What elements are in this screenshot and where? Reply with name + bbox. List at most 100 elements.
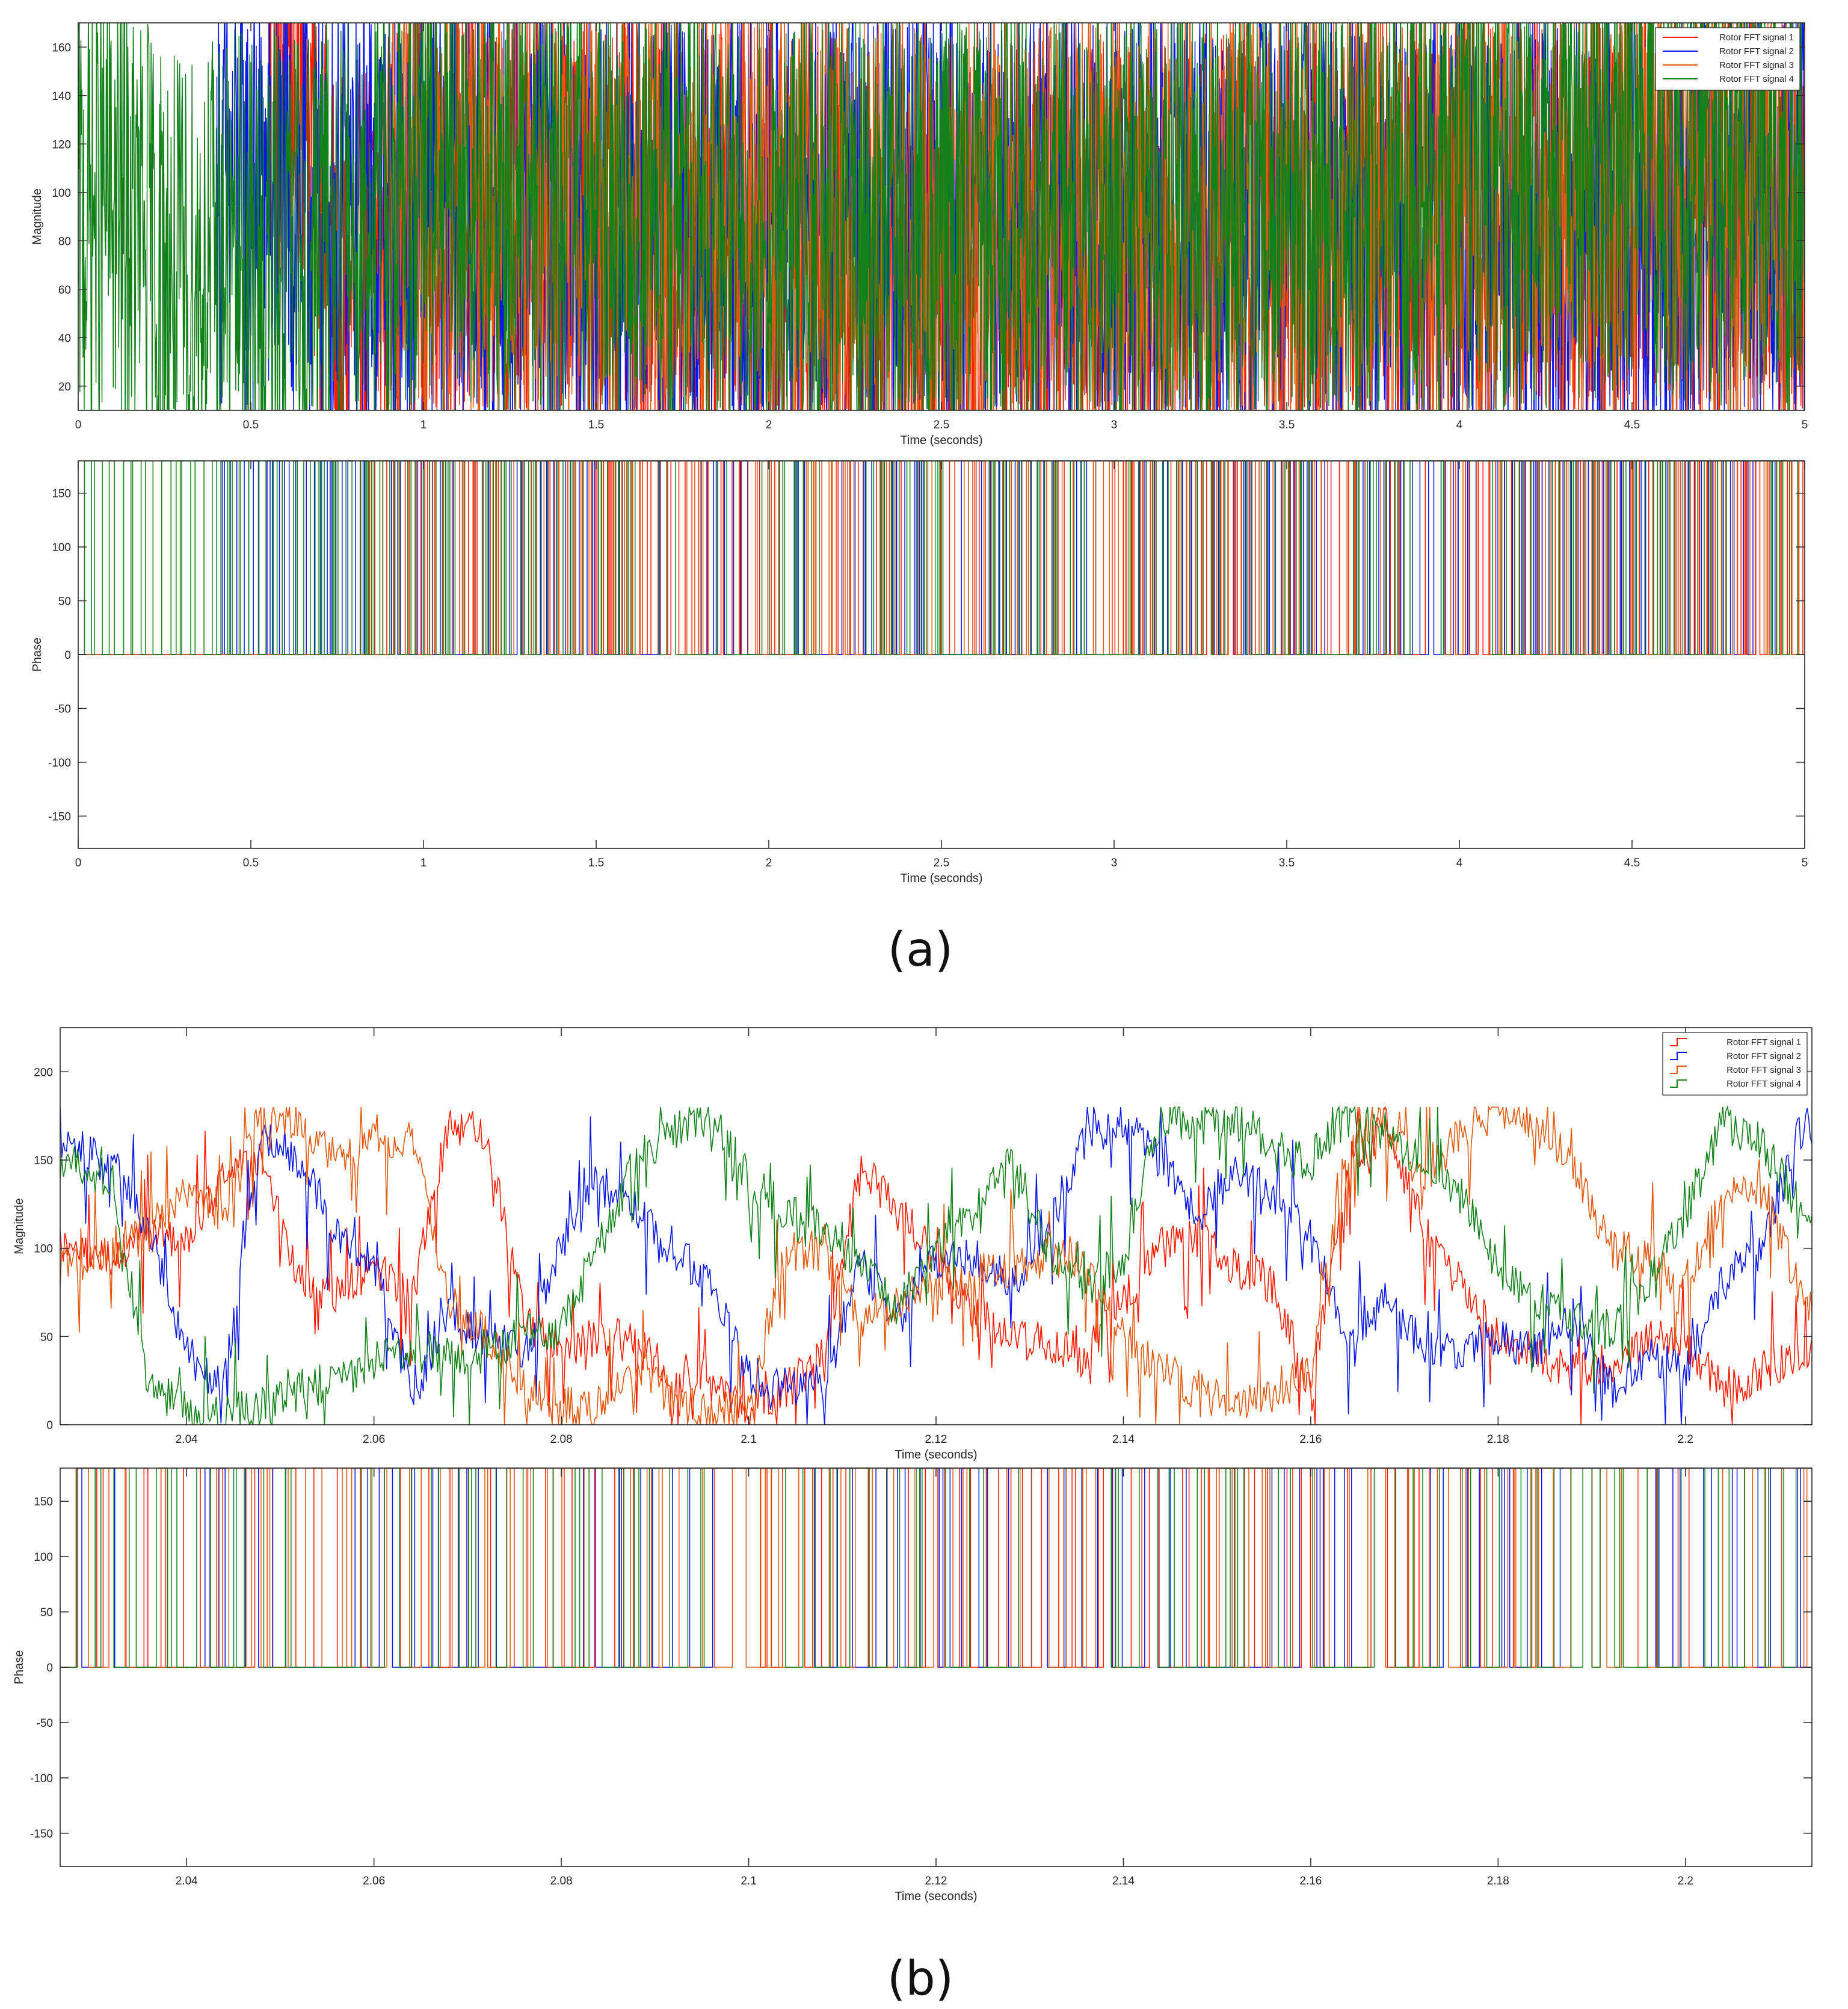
b-phase-xtick-label: 2.16 <box>1299 1875 1322 1887</box>
a-mag-xtick-label: 0 <box>75 419 82 431</box>
b-phase-series-4 <box>60 1467 1812 1668</box>
a-mag-xtick-label: 1 <box>420 419 427 431</box>
a-mag-ytick-label: 140 <box>52 90 71 103</box>
panel-b-magnitude-plot: 2.04 2.06 2.08 2.1 2.12 2.14 2.16 2.18 2.2 0 50 100… <box>13 1027 1813 1461</box>
a-phase-xtick-label: 0 <box>75 857 82 869</box>
b-mag-xtick-label: 2.04 <box>176 1433 198 1446</box>
b-mag-legend-label: Rotor FFT signal 1 <box>1726 1037 1801 1048</box>
b-phase-ytick-label: 150 <box>34 1496 53 1508</box>
a-mag-xtick-label: 2 <box>766 419 772 431</box>
b-mag-legend-swatch <box>1670 1052 1687 1060</box>
a-mag-ytick-label: 20 <box>58 381 71 393</box>
a-phase-ytick-label: -150 <box>48 810 71 823</box>
b-mag-xtick-label: 2.14 <box>1112 1433 1135 1446</box>
a-mag-legend-label: Rotor FFT signal 3 <box>1719 60 1794 70</box>
a-phase-xtick-label: 5 <box>1802 857 1808 869</box>
b-phase-ytick-label: -150 <box>30 1828 53 1841</box>
a-phase-ytick-label: 0 <box>64 649 71 662</box>
b-phase-series-1 <box>60 1467 1812 1668</box>
b-phase-ytick-label: -100 <box>30 1773 53 1785</box>
b-phase-ytick-label: 0 <box>46 1662 53 1674</box>
b-mag-plot-area <box>60 1105 1812 1425</box>
a-phase-xtick-label: 2 <box>766 857 772 869</box>
a-mag-legend-label: Rotor FFT signal 4 <box>1719 74 1794 84</box>
panel-a-phase-plot: 0 0.5 1 1.5 2 2.5 3 3.5 4 4.5 5 -150 -100 -50 0 50 100 15… <box>31 460 1808 885</box>
a-phase-xtick-label: 4 <box>1456 857 1463 869</box>
panel-b-caption: (b) <box>887 1952 953 2006</box>
b-phase-ytick-label: 100 <box>34 1551 53 1564</box>
a-phase-xtick-label: 1.5 <box>588 857 604 869</box>
panel-b-phase-plot: 2.04 2.06 2.08 2.1 2.12 2.14 2.16 2.18 2.2 -150 -1… <box>13 1467 1813 1903</box>
b-mag-legend-swatch <box>1670 1038 1687 1046</box>
b-mag-xtick-label: 2.2 <box>1678 1433 1693 1446</box>
a-mag-xtick-label: 2.5 <box>934 419 949 431</box>
b-mag-ytick-label: 150 <box>34 1155 53 1167</box>
a-phase-ytick-label: -50 <box>55 703 71 715</box>
a-mag-ytick-label: 40 <box>58 332 71 345</box>
a-mag-xtick-label: 4 <box>1456 419 1463 431</box>
a-mag-legend-box <box>1655 27 1800 91</box>
b-mag-axes-frame <box>60 1027 1813 1425</box>
a-mag-legend-label: Rotor FFT signal 1 <box>1719 32 1794 43</box>
b-phase-xtick-label: 2.04 <box>176 1875 198 1887</box>
a-mag-xtick-label: 3 <box>1111 419 1118 431</box>
a-mag-xlabel: Time (seconds) <box>900 434 982 447</box>
b-mag-xtick-label: 2.08 <box>550 1433 573 1446</box>
a-mag-ytick-label: 160 <box>52 42 71 54</box>
b-phase-xtick-label: 2.06 <box>363 1875 385 1887</box>
b-mag-xtick-label: 2.16 <box>1299 1433 1322 1446</box>
a-mag-legend-label: Rotor FFT signal 2 <box>1719 46 1794 57</box>
a-mag-ytick-label: 120 <box>52 138 71 151</box>
a-mag-ylabel: Magnitude <box>31 188 44 244</box>
a-mag-ytick-label: 80 <box>58 235 71 248</box>
b-mag-xtick-label: 2.1 <box>741 1433 756 1446</box>
b-mag-legend-box <box>1662 1032 1808 1096</box>
b-phase-xtick-label: 2.18 <box>1487 1875 1509 1887</box>
b-phase-ylabel: Phase <box>13 1650 26 1685</box>
b-mag-series-3 <box>60 1105 1812 1425</box>
b-mag-ytick-label: 100 <box>34 1243 53 1256</box>
b-mag-ytick-label: 50 <box>40 1331 53 1344</box>
b-mag-ylabel: Magnitude <box>13 1198 26 1254</box>
b-phase-xtick-label: 2.08 <box>550 1875 573 1887</box>
b-mag-xtick-label: 2.18 <box>1487 1433 1509 1446</box>
a-phase-ytick-label: -100 <box>48 757 71 770</box>
a-mag-ytick-label: 100 <box>52 187 71 200</box>
a-mag-xtick-label: 1.5 <box>588 419 604 431</box>
a-mag-series-4 <box>78 23 1805 410</box>
b-mag-xtick-label: 2.12 <box>925 1433 947 1446</box>
b-phase-series-2 <box>60 1467 1812 1668</box>
a-phase-series-4 <box>78 460 1805 655</box>
a-phase-xtick-label: 1 <box>420 857 427 869</box>
a-phase-xlabel: Time (seconds) <box>900 872 982 885</box>
a-mag-plot-area <box>78 23 1805 410</box>
b-phase-ytick-label: 50 <box>40 1606 53 1619</box>
b-mag-series-1 <box>60 1106 1812 1425</box>
b-phase-xtick-label: 2.14 <box>1112 1875 1135 1887</box>
b-mag-legend-swatch <box>1670 1066 1687 1074</box>
panel-a-caption: (a) <box>888 923 953 977</box>
a-phase-xtick-label: 2.5 <box>934 857 949 869</box>
a-mag-xtick-label: 3.5 <box>1279 419 1295 431</box>
b-mag-ytick-label: 0 <box>46 1419 53 1432</box>
a-mag-xtick-label: 4.5 <box>1624 419 1640 431</box>
b-mag-series-4 <box>60 1105 1812 1425</box>
a-phase-xtick-label: 0.5 <box>243 857 259 869</box>
b-mag-series-2 <box>60 1106 1812 1425</box>
a-phase-xtick-label: 4.5 <box>1624 857 1640 869</box>
a-mag-xtick-label: 0.5 <box>243 419 259 431</box>
b-phase-xtick-label: 2.1 <box>741 1875 756 1887</box>
a-mag-ytick-label: 60 <box>58 284 71 297</box>
b-mag-legend-label: Rotor FFT signal 4 <box>1726 1079 1801 1089</box>
b-phase-ytick-label: -50 <box>37 1717 53 1730</box>
a-phase-ytick-label: 150 <box>52 488 71 501</box>
a-phase-ylabel: Phase <box>31 638 44 672</box>
a-phase-xtick-label: 3 <box>1111 857 1118 869</box>
b-phase-xtick-label: 2.12 <box>925 1875 947 1887</box>
b-phase-series-3 <box>60 1467 1812 1668</box>
panel-a-magnitude-plot: 0 0.5 1 1.5 2 2.5 3 3.5 4 4.5 5 20 40 60 80 100 120 140 16… <box>31 22 1808 447</box>
b-mag-legend-label: Rotor FFT signal 3 <box>1726 1065 1801 1075</box>
b-phase-xtick-label: 2.2 <box>1678 1875 1693 1887</box>
b-mag-xtick-label: 2.06 <box>363 1433 385 1446</box>
